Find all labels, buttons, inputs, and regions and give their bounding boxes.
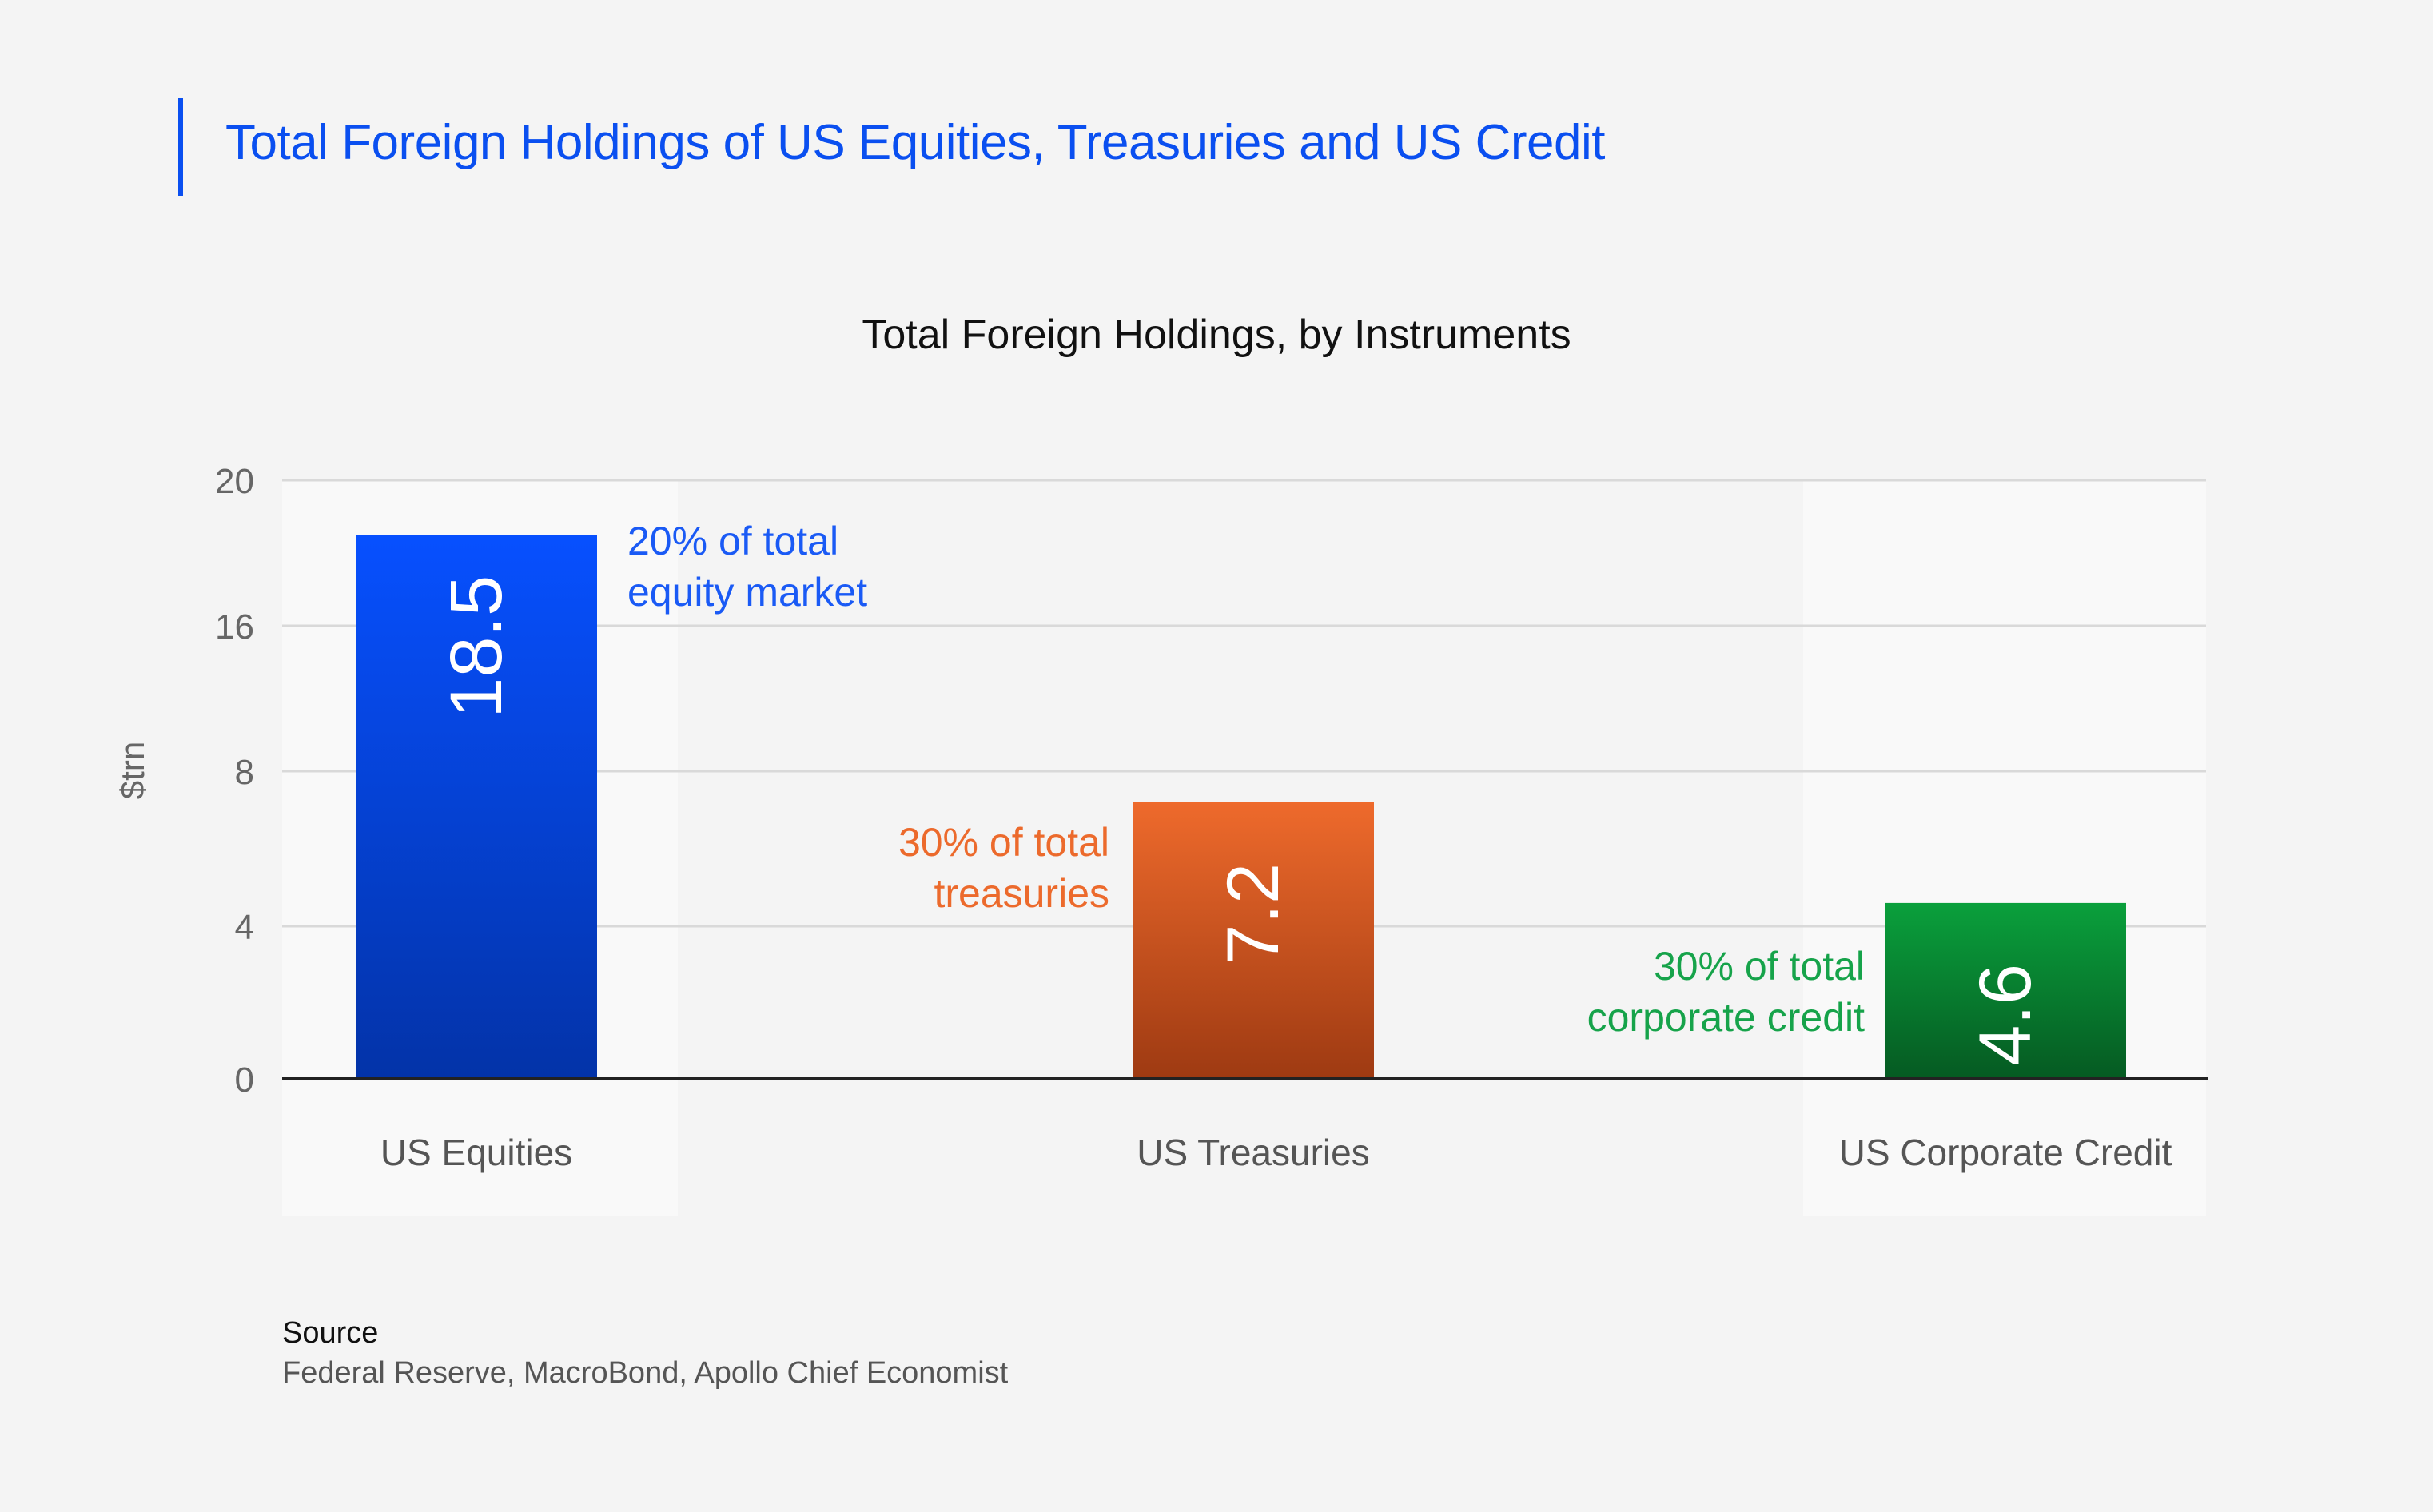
- y-tick-label: 16: [215, 607, 254, 647]
- annotation-line: 20% of total: [627, 519, 838, 563]
- y-tick-label: 20: [215, 462, 254, 501]
- title-accent-bar: [178, 98, 183, 196]
- x-tick-label: US Treasuries: [1137, 1132, 1369, 1173]
- source-label: Source: [282, 1316, 379, 1350]
- annotation-line: corporate credit: [1587, 995, 1865, 1040]
- bar-value-label: 7.2: [1213, 863, 1294, 965]
- bars: 18.5 7.2 4.6: [356, 535, 2126, 1079]
- y-tick-label: 4: [235, 908, 254, 947]
- chart-title: Total Foreign Holdings, by Instruments: [862, 312, 1571, 358]
- bar: [356, 535, 597, 1079]
- annotation-line: 30% of total: [898, 820, 1109, 865]
- annotation-line: 30% of total: [1654, 944, 1865, 989]
- bar-value-label: 18.5: [436, 575, 517, 718]
- annotation-line: treasuries: [934, 871, 1109, 916]
- annotations: 20% of total equity market 30% of total tre…: [627, 519, 1865, 1040]
- bar: [1885, 902, 2126, 1079]
- bar: [1133, 802, 1374, 1079]
- x-tick-label: US Equities: [380, 1132, 572, 1173]
- y-axis-label: $trn: [113, 742, 151, 799]
- x-tick-label: US Corporate Credit: [1839, 1132, 2172, 1173]
- page-title: Total Foreign Holdings of US Equities, T…: [225, 115, 1606, 170]
- y-tick-labels: 0 4 8 16 20: [215, 462, 254, 1100]
- y-tick-label: 0: [235, 1060, 254, 1100]
- x-tick-labels: US Equities US Treasuries US Corporate Cre…: [380, 1132, 2172, 1173]
- source-text: Federal Reserve, MacroBond, Apollo Chief…: [282, 1356, 1009, 1390]
- y-tick-label: 8: [235, 753, 254, 792]
- bar-value-label: 4.6: [1965, 964, 2046, 1066]
- annotation-line: equity market: [627, 570, 867, 615]
